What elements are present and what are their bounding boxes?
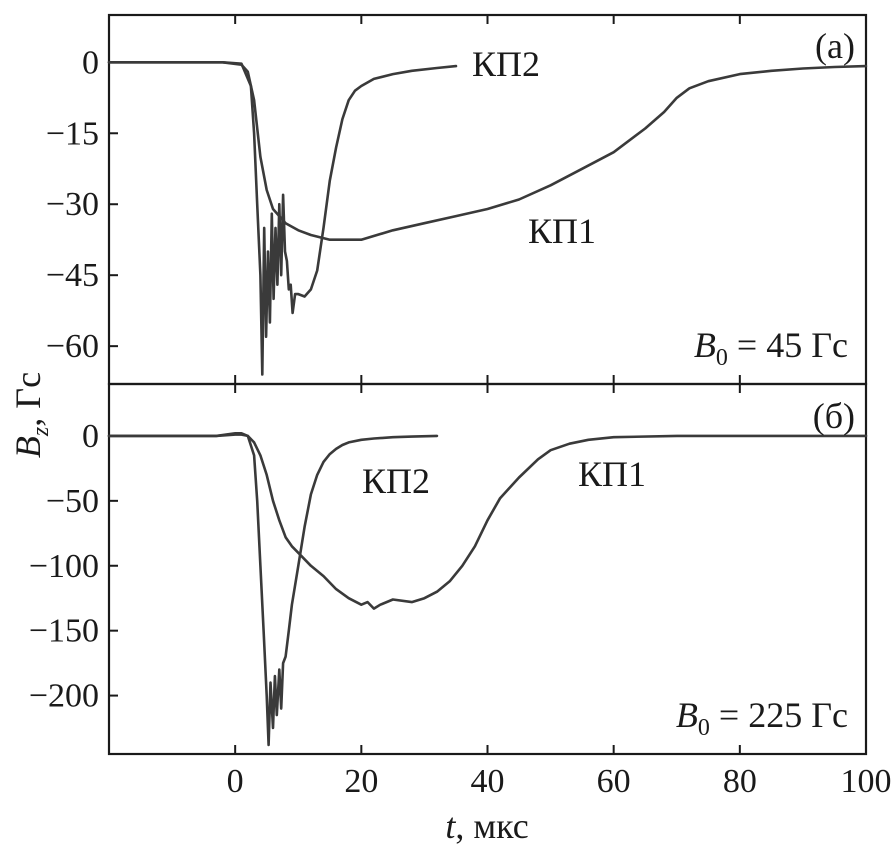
panel-b-series-kp2-line	[107, 432, 439, 747]
panel-b-y-tick-label: −100	[29, 548, 99, 585]
panel-b-condition-sub: 0	[698, 715, 710, 741]
y-axis-title: Bz, Гс	[8, 372, 54, 458]
panel-a-condition-rest: = 45 Гс	[728, 325, 848, 365]
panel-a-condition-var: B	[694, 325, 716, 365]
panel-a-series-kp2-line	[107, 61, 458, 376]
panel-b-y-tick-label: 0	[82, 418, 99, 455]
panel-b-y-tick-label: −50	[46, 483, 99, 520]
panel-a-series-kp1-line	[107, 61, 868, 241]
x-axis-title-rest: , мкс	[455, 806, 528, 846]
panel-b-condition-rest: = 225 Гс	[710, 695, 848, 735]
panel-b-ticks: 0 −50 −100 −150 −200 0 20 40 60 80 100	[29, 384, 892, 800]
x-tick-label: 100	[841, 763, 892, 800]
panel-a-y-tick-label: −60	[46, 328, 99, 365]
panel-a-y-tick-label: −15	[46, 115, 99, 152]
x-tick-label: 60	[597, 763, 631, 800]
x-tick-label: 80	[723, 763, 757, 800]
panel-b-condition-var: B	[676, 695, 698, 735]
panel-a-y-tick-label: −30	[46, 186, 99, 223]
y-axis-title-sub: z	[28, 426, 54, 437]
panel-b-y-tick-label: −200	[29, 678, 99, 715]
panel-b-y-tick-label: −150	[29, 613, 99, 650]
panel-a-kp1-annotation: КП1	[528, 211, 596, 251]
panel-a-kp2-annotation: КП2	[472, 44, 540, 84]
x-tick-label: 40	[471, 763, 505, 800]
panel-b-kp1-annotation: КП1	[578, 454, 646, 494]
panel-a-y-tick-label: 0	[82, 44, 99, 81]
panel-a-label: (a)	[815, 26, 855, 66]
x-tick-label: 20	[344, 763, 378, 800]
panel-a-ticks: 0 −15 −30 −45 −60	[46, 15, 867, 384]
panel-a-y-tick-label: −45	[46, 257, 99, 294]
y-axis-title-rest: , Гс	[8, 372, 48, 427]
x-tick-label: 0	[227, 763, 244, 800]
panel-b-series-kp1-line	[107, 433, 868, 610]
panel-a-condition-sub: 0	[716, 345, 728, 371]
panel-b-label: (б)	[813, 396, 855, 436]
y-axis-title-var: B	[8, 436, 48, 458]
x-axis-title-var: t	[445, 806, 456, 846]
panel-b-kp2-annotation: КП2	[362, 461, 430, 501]
x-axis-title: t, мкс	[445, 806, 528, 846]
panel-b-condition-label: B0 = 225 Гс	[676, 695, 848, 741]
panel-a-condition-label: B0 = 45 Гс	[694, 325, 848, 371]
